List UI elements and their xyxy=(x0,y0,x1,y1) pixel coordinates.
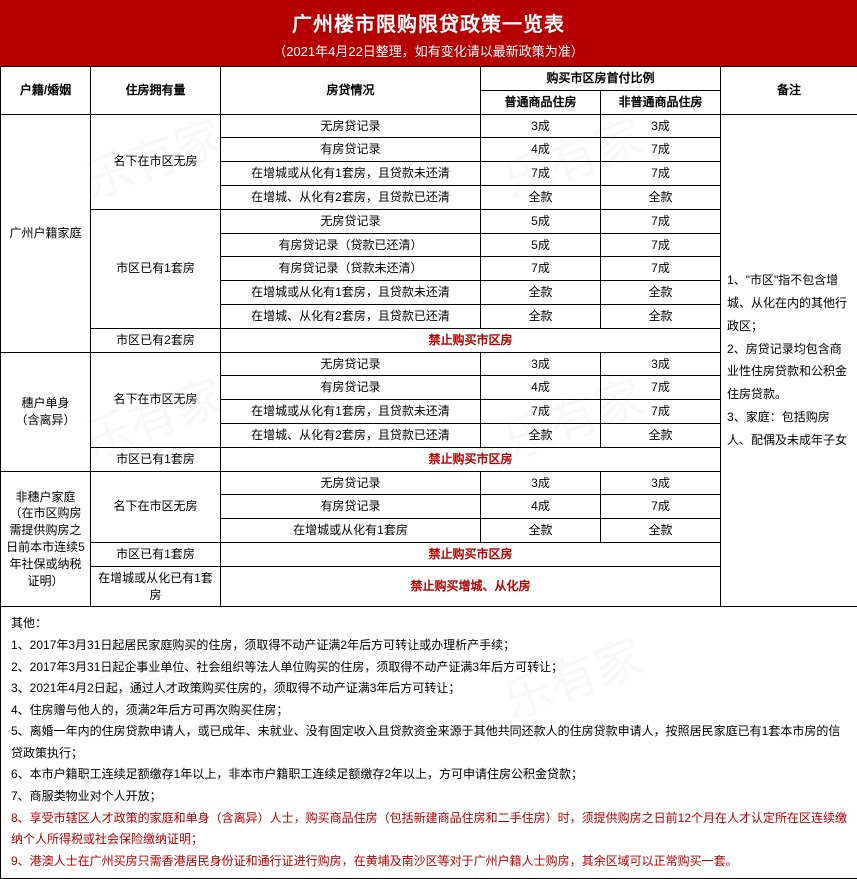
cell-loan: 无房贷记录 xyxy=(221,114,481,138)
cell-payment-non-ordinary: 3成 xyxy=(601,352,721,376)
notes-item: 4、住房赠与他人的，须满2年后方可再次购买住房； xyxy=(11,700,847,722)
notes-item: 2、2017年3月31日起企事业单位、社会组织等法人单位购买的住房，须取得不动产… xyxy=(11,657,847,679)
cell-loan: 在增城或从化有1套房，且贷款未还清 xyxy=(221,281,481,305)
cell-loan: 在增城或从化有1套房，且贷款未还清 xyxy=(221,162,481,186)
cell-payment-ordinary: 3成 xyxy=(481,114,601,138)
cell-payment-ordinary: 全款 xyxy=(481,281,601,305)
cell-payment-non-ordinary: 7成 xyxy=(601,233,721,257)
notes-item: 6、本市户籍职工连续足额缴存1年以上，非本市户籍职工连续足额缴存2年以上，方可申… xyxy=(11,764,847,786)
cell-payment-non-ordinary: 7成 xyxy=(601,257,721,281)
cell-payment-non-ordinary: 全款 xyxy=(601,519,721,543)
cell-ban: 禁止购买增城、从化房 xyxy=(221,566,721,607)
notes-item: 1、2017年3月31日起居民家庭购买的住房，须取得不动产证满2年后方可转让或办… xyxy=(11,635,847,657)
th-ownership: 住房拥有量 xyxy=(91,67,221,115)
cell-payment-ordinary: 7成 xyxy=(481,162,601,186)
cell-payment-ordinary: 4成 xyxy=(481,376,601,400)
cell-payment-ordinary: 全款 xyxy=(481,423,601,447)
cell-loan: 有房贷记录（贷款未还清） xyxy=(221,257,481,281)
cell-ownership: 名下在市区无房 xyxy=(91,471,221,542)
th-category: 户籍/婚姻 xyxy=(1,67,91,115)
cell-payment-ordinary: 全款 xyxy=(481,185,601,209)
cell-ownership: 市区已有2套房 xyxy=(91,328,221,352)
cell-loan: 有房贷记录 xyxy=(221,376,481,400)
page-container: 乐有家 乐有家 乐有家 乐有家 乐有家 乐有家 广州楼市限购限贷政策一览表 （2… xyxy=(0,0,857,879)
cell-payment-ordinary: 全款 xyxy=(481,519,601,543)
cell-ownership: 市区已有1套房 xyxy=(91,209,221,328)
cell-payment-ordinary: 3成 xyxy=(481,471,601,495)
cell-ban: 禁止购买市区房 xyxy=(221,328,721,352)
cell-payment-ordinary: 4成 xyxy=(481,495,601,519)
th-non-ordinary: 非普通商品住房 xyxy=(601,90,721,114)
header-banner: 广州楼市限购限贷政策一览表 （2021年4月22日整理，如有变化请以最新政策为准… xyxy=(0,0,857,66)
notes-item-highlight: 9、港澳人士在广州买房只需香港居民身份证和通行证进行购房，在黄埔及南沙区等对于广… xyxy=(11,851,847,873)
notes-body: 其他：1、2017年3月31日起居民家庭购买的住房，须取得不动产证满2年后方可转… xyxy=(1,607,857,879)
th-remark: 备注 xyxy=(721,67,857,115)
cell-payment-non-ordinary: 全款 xyxy=(601,185,721,209)
notes-item: 5、离婚一年内的住房贷款申请人，或已成年、未就业、没有固定收入且贷款资金来源于其… xyxy=(11,721,847,764)
cell-loan: 有房贷记录（贷款已还清） xyxy=(221,233,481,257)
page-title: 广州楼市限购限贷政策一览表 xyxy=(0,8,857,37)
table-body: 广州户籍家庭名下在市区无房无房贷记录3成3成1、"市区"指不包含增城、从化在内的… xyxy=(1,114,857,607)
cell-payment-non-ordinary: 全款 xyxy=(601,423,721,447)
notes-heading: 其他： xyxy=(11,613,847,635)
cell-payment-ordinary: 7成 xyxy=(481,400,601,424)
cell-ownership: 名下在市区无房 xyxy=(91,114,221,209)
cell-loan: 在增城、从化有2套房，且贷款已还清 xyxy=(221,423,481,447)
cell-loan: 在增城、从化有2套房，且贷款已还清 xyxy=(221,185,481,209)
cell-loan: 无房贷记录 xyxy=(221,209,481,233)
cell-payment-ordinary: 5成 xyxy=(481,233,601,257)
cell-payment-non-ordinary: 全款 xyxy=(601,281,721,305)
cell-loan: 在增城或从化有1套房，且贷款未还清 xyxy=(221,400,481,424)
cell-payment-non-ordinary: 7成 xyxy=(601,209,721,233)
cell-payment-non-ordinary: 全款 xyxy=(601,304,721,328)
cell-loan: 有房贷记录 xyxy=(221,495,481,519)
cell-loan: 在增城、从化有2套房，且贷款已还清 xyxy=(221,304,481,328)
cell-payment-ordinary: 4成 xyxy=(481,138,601,162)
notes-cell: 其他：1、2017年3月31日起居民家庭购买的住房，须取得不动产证满2年后方可转… xyxy=(1,607,857,879)
cell-ban: 禁止购买市区房 xyxy=(221,542,721,566)
table-header: 户籍/婚姻 住房拥有量 房贷情况 购买市区房首付比例 备注 普通商品住房 非普通… xyxy=(1,67,857,115)
cell-loan: 在增城或从化有1套房 xyxy=(221,519,481,543)
th-loan: 房贷情况 xyxy=(221,67,481,115)
cell-ban: 禁止购买市区房 xyxy=(221,447,721,471)
cell-payment-non-ordinary: 7成 xyxy=(601,138,721,162)
cell-ownership: 市区已有1套房 xyxy=(91,447,221,471)
cell-ownership: 在增城或从化已有1套房 xyxy=(91,566,221,607)
cell-loan: 无房贷记录 xyxy=(221,352,481,376)
cell-ownership: 市区已有1套房 xyxy=(91,542,221,566)
th-payment-group: 购买市区房首付比例 xyxy=(481,67,721,91)
cell-remark: 1、"市区"指不包含增城、从化在内的其他行政区；2、房贷记录均包含商业性住房贷款… xyxy=(721,114,857,607)
cell-loan: 有房贷记录 xyxy=(221,138,481,162)
cell-payment-ordinary: 3成 xyxy=(481,352,601,376)
cell-payment-ordinary: 7成 xyxy=(481,257,601,281)
page-subtitle: （2021年4月22日整理，如有变化请以最新政策为准） xyxy=(0,41,857,60)
cell-payment-ordinary: 全款 xyxy=(481,304,601,328)
table-row: 广州户籍家庭名下在市区无房无房贷记录3成3成1、"市区"指不包含增城、从化在内的… xyxy=(1,114,857,138)
notes-item: 3、2021年4月2日起，通过人才政策购买住房的，须取得不动产证满3年后方可转让… xyxy=(11,678,847,700)
cell-payment-ordinary: 5成 xyxy=(481,209,601,233)
cell-category: 非穗户家庭（在市区购房需提供购房之日前本市连续5年社保或纳税证明） xyxy=(1,471,91,607)
cell-payment-non-ordinary: 3成 xyxy=(601,114,721,138)
cell-category: 广州户籍家庭 xyxy=(1,114,91,352)
th-ordinary: 普通商品住房 xyxy=(481,90,601,114)
cell-payment-non-ordinary: 7成 xyxy=(601,400,721,424)
cell-loan: 无房贷记录 xyxy=(221,471,481,495)
cell-payment-non-ordinary: 3成 xyxy=(601,471,721,495)
cell-category: 穗户单身（含离异） xyxy=(1,352,91,471)
cell-payment-non-ordinary: 7成 xyxy=(601,162,721,186)
cell-payment-non-ordinary: 7成 xyxy=(601,376,721,400)
cell-payment-non-ordinary: 7成 xyxy=(601,495,721,519)
notes-item: 7、商服类物业对个人开放； xyxy=(11,786,847,808)
cell-ownership: 名下在市区无房 xyxy=(91,352,221,447)
notes-item-highlight: 8、享受市辖区人才政策的家庭和单身（含离异）人士，购买商品住房（包括新建商品住房… xyxy=(11,808,847,851)
policy-table: 户籍/婚姻 住房拥有量 房贷情况 购买市区房首付比例 备注 普通商品住房 非普通… xyxy=(0,66,857,879)
